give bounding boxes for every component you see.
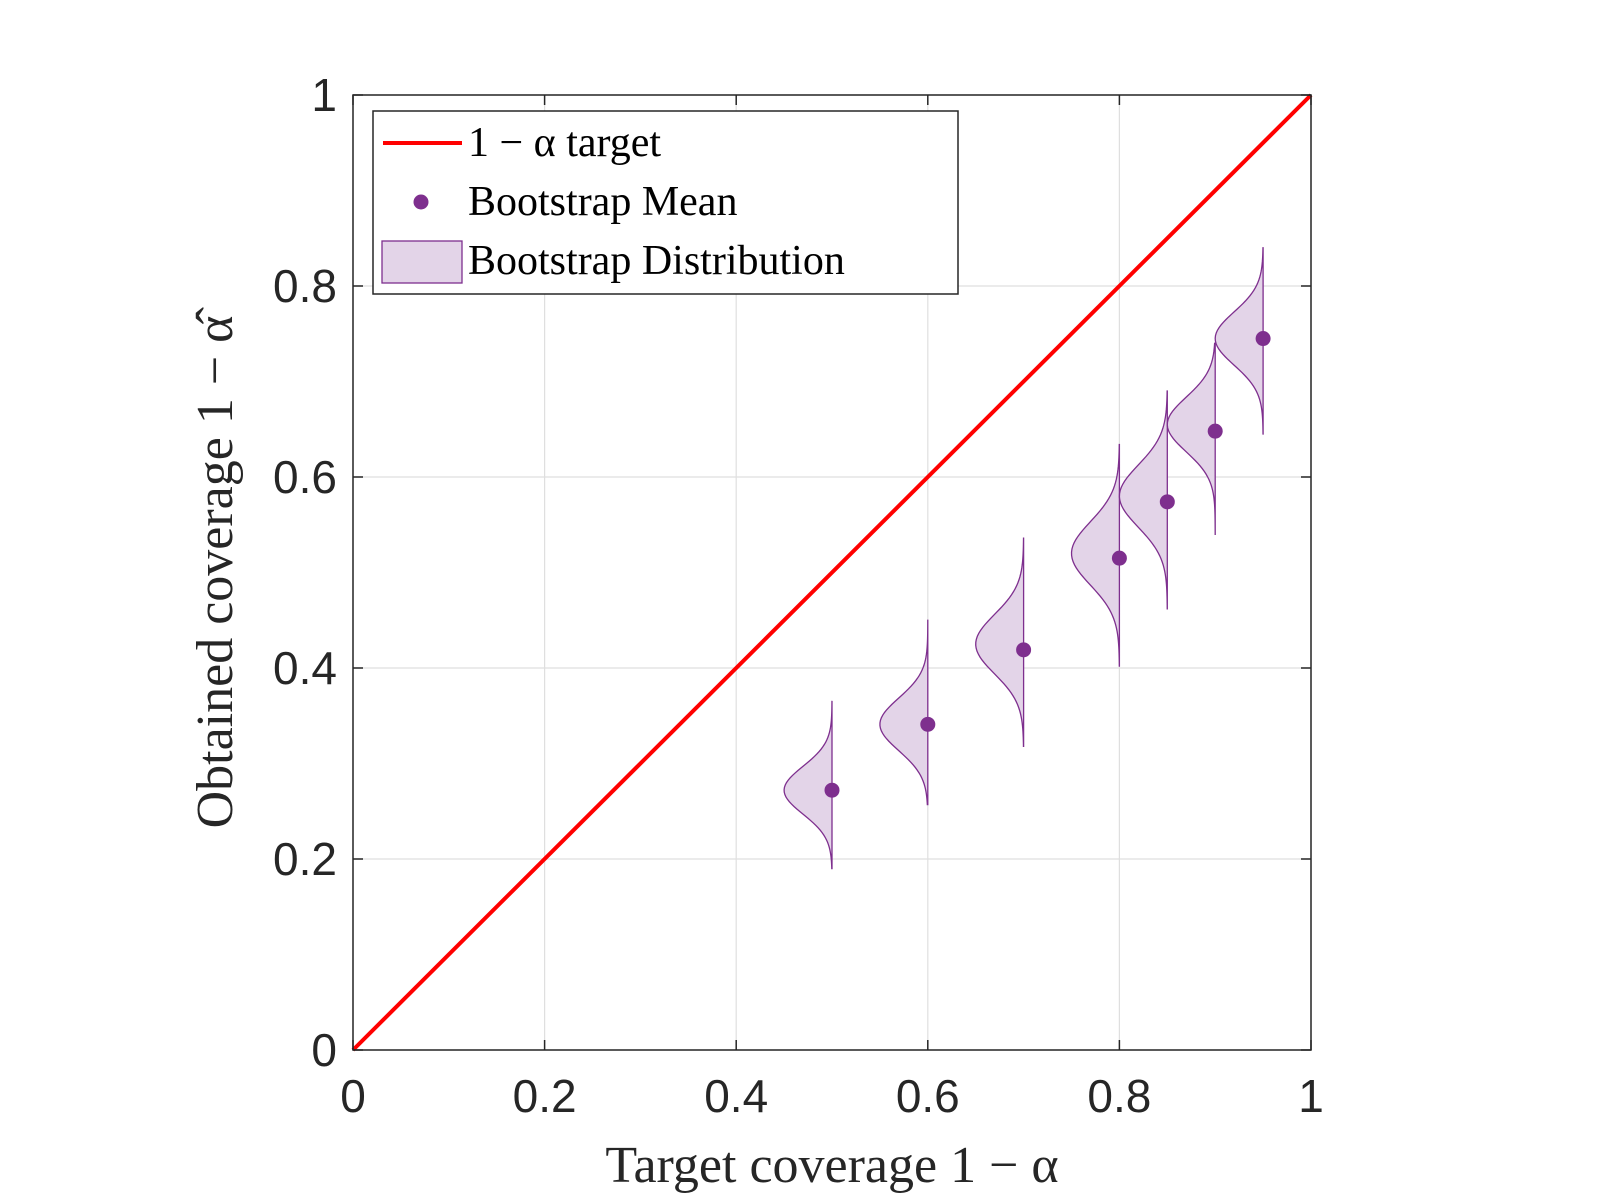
x-tick-label: 0 [340, 1070, 366, 1122]
x-tick-label: 0.2 [513, 1070, 577, 1122]
y-tick-label: 0.6 [273, 451, 337, 503]
y-tick-label: 0 [311, 1024, 337, 1076]
bootstrap-mean-point [1207, 423, 1223, 439]
y-tick-label: 0.4 [273, 642, 337, 694]
target-line-layer [351, 93, 1313, 1052]
bootstrap-distributions [783, 247, 1264, 870]
x-tick-label: 0.6 [896, 1070, 960, 1122]
bootstrap-distribution [1118, 390, 1168, 610]
legend-label-target: 1 − α target [468, 120, 661, 166]
bootstrap-mean-point [1016, 642, 1032, 658]
y-tick-label: 0.8 [273, 260, 337, 312]
bootstrap-mean-point [824, 782, 840, 798]
x-axis-title: Target coverage 1 − α [605, 1137, 1058, 1194]
bootstrap-mean-point [1111, 550, 1127, 566]
y-tick-label: 1 [311, 69, 337, 121]
legend: 1 − α target Bootstrap Mean Bootstrap Di… [372, 110, 959, 295]
plot-frame [352, 94, 1312, 1051]
y-axis-title: Obtained coverage 1 − α̂ [187, 307, 244, 829]
bootstrap-mean-point [920, 716, 936, 732]
legend-label-mean: Bootstrap Mean [468, 179, 737, 225]
bootstrap-mean-point [1255, 331, 1271, 347]
legend-distribution-swatch [381, 240, 463, 284]
bootstrap-distribution [1070, 443, 1121, 667]
bootstrap-distribution [1166, 342, 1216, 535]
x-tick-label: 1 [1298, 1070, 1324, 1122]
y-tick-label: 0.2 [273, 833, 337, 885]
target-line [351, 93, 1313, 1052]
legend-label-distribution: Bootstrap Distribution [468, 238, 845, 284]
axis-ticks: 0 0.2 0.4 0.6 0.8 1 0 0.2 0.4 0.6 0.8 1 [273, 69, 1324, 1122]
x-tick-label: 0.8 [1087, 1070, 1151, 1122]
bootstrap-distribution [1214, 247, 1264, 435]
legend-mean-marker [413, 194, 429, 210]
legend-box [372, 110, 959, 295]
bootstrap-distribution [783, 700, 833, 870]
bootstrap-mean-points [824, 331, 1271, 798]
bootstrap-distribution [975, 537, 1025, 747]
bootstrap-mean-point [1159, 494, 1175, 510]
x-tick-label: 0.4 [704, 1070, 768, 1122]
bootstrap-distribution [879, 619, 929, 806]
